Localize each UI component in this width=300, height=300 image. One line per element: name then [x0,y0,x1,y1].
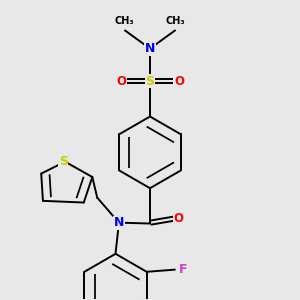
Text: N: N [145,42,155,55]
Text: F: F [179,263,188,276]
Text: O: O [116,75,126,88]
Text: N: N [114,216,124,229]
Text: S: S [146,75,154,88]
Text: CH₃: CH₃ [114,16,134,26]
Text: S: S [59,155,68,168]
Text: O: O [174,212,184,225]
Text: O: O [174,75,184,88]
Text: CH₃: CH₃ [166,16,186,26]
